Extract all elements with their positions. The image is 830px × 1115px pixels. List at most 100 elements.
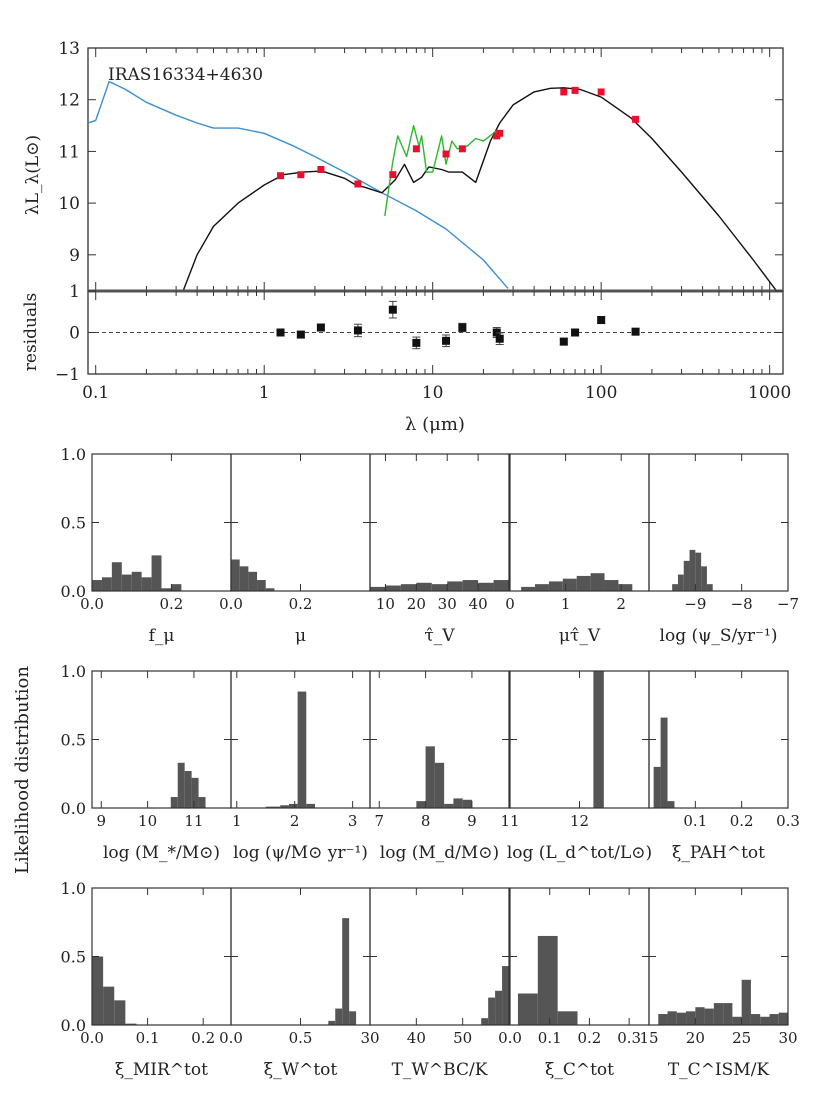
likelihood-bar — [431, 584, 448, 591]
hist-xtick-label: 11 — [500, 812, 519, 830]
sed-ytick-label: 13 — [58, 39, 80, 59]
sed-line-model-SED — [182, 87, 778, 291]
sed-yticks: 9 10 11 12 13 — [58, 39, 783, 266]
likelihood-bar — [161, 588, 172, 591]
residual-point — [412, 338, 421, 347]
photometry-point — [632, 115, 640, 123]
hist-xtick-label: 0.2 — [730, 812, 754, 830]
likelihood-bar — [151, 555, 162, 591]
hist-xtick-label: −9 — [684, 595, 706, 613]
likelihood-bar — [92, 580, 102, 591]
res-ytick-label: −1 — [55, 365, 80, 385]
hist-xtick-label: 50 — [453, 1029, 472, 1047]
likelihood-bar — [385, 585, 401, 591]
histogram-panel: 0.0 0.5 ξ_W^tot — [219, 887, 371, 1080]
residual-ylabel: residuals — [21, 293, 41, 371]
hist-xtick-label: 2 — [616, 595, 626, 613]
parameter-label: log (M_d/M⊙) — [380, 843, 499, 863]
likelihood-bar — [453, 798, 463, 808]
hist-xtick-label: 0.2 — [577, 1029, 601, 1047]
likelihood-bar — [478, 582, 494, 591]
likelihood-bar — [667, 1011, 677, 1025]
likelihood-bar — [342, 918, 350, 1025]
histogram-panel: 11 12 log (L_d^tot/L⊙) — [500, 670, 652, 863]
sed-ytick-label: 12 — [58, 91, 80, 111]
parameter-label: τ̂_V — [424, 626, 455, 646]
sed-line-unattenuated-stellar-emission — [88, 80, 509, 289]
hist-ytick-label: 0.0 — [61, 1016, 86, 1035]
hist-xtick-label: 11 — [184, 812, 203, 830]
hist-xtick-label: 0.1 — [683, 812, 707, 830]
parameter-label: log (ψ/M⊙ yr⁻¹) — [233, 843, 368, 863]
likelihood-bar — [660, 717, 668, 808]
likelihood-bar — [778, 1012, 788, 1025]
parameter-label: T_C^ISM/K — [668, 1060, 770, 1080]
hist-xtick-label: 40 — [407, 1029, 426, 1047]
likelihood-bar — [248, 571, 258, 591]
parameter-label: μ — [295, 626, 306, 646]
hist-xtick-label: 0.2 — [191, 1029, 215, 1047]
likelihood-bar — [191, 777, 199, 808]
wavelength-tick-label: 1000 — [748, 383, 791, 403]
hist-xtick-label: 9 — [96, 812, 106, 830]
likelihood-bar — [114, 1000, 126, 1025]
likelihood-bar — [548, 581, 563, 591]
likelihood-bar — [400, 584, 417, 591]
residual-point — [276, 328, 285, 337]
parameter-label: ξ_PAH^tot — [672, 843, 765, 863]
photometry-point — [442, 150, 450, 158]
hist-xtick-label: 30 — [438, 595, 457, 613]
likelihood-bar — [557, 1011, 578, 1025]
hist-ytick-label: 1.0 — [61, 879, 86, 898]
likelihood-bar — [425, 746, 435, 808]
likelihood-bar — [689, 549, 696, 591]
hist-xtick-label: 0.2 — [289, 595, 313, 613]
hist-ytick-label: 0.5 — [61, 948, 86, 967]
likelihood-bar — [695, 1007, 705, 1025]
likelihood-bar — [517, 993, 538, 1025]
parameter-label: T_W^BC/K — [392, 1060, 488, 1080]
likelihood-bar — [495, 990, 503, 1025]
likelihood-bar — [723, 1003, 733, 1025]
sed-lines — [88, 80, 778, 291]
photometry-point — [354, 180, 362, 188]
histogram-panel: 15 20 25 30 T_C^ISM/K — [639, 887, 798, 1080]
residual-point — [442, 336, 451, 345]
likelihood-bar — [198, 797, 206, 808]
hist-xtick-label: 0.1 — [136, 1029, 160, 1047]
likelihood-bar — [444, 803, 454, 808]
hist-xtick-label: 20 — [407, 595, 426, 613]
photometry-point — [496, 129, 504, 137]
residual-point — [316, 323, 325, 332]
wavelength-tick-label: 0.1 — [82, 383, 109, 403]
likelihood-bar — [111, 562, 122, 591]
residual-xticks: 0.1 1 10 100 1000 — [82, 291, 791, 403]
sed-ytick-label: 9 — [69, 246, 80, 266]
likelihood-bar — [732, 1016, 742, 1025]
likelihood-bar — [481, 1018, 489, 1025]
likelihood-bar — [101, 577, 112, 591]
hist-xtick-label: 10 — [376, 595, 395, 613]
hist-xtick-label: −8 — [731, 595, 753, 613]
likelihood-bar — [239, 566, 249, 591]
likelihood-bar — [328, 1020, 336, 1025]
sed-ytick-label: 10 — [58, 194, 80, 214]
parameter-label: ξ_MIR^tot — [115, 1060, 208, 1080]
photometry-point — [597, 88, 605, 96]
likelihood-bar — [416, 801, 426, 808]
histogram-panel: 1 2 3 log (ψ/M⊙ yr⁻¹) — [230, 670, 371, 863]
hist-xtick-label: 0.1 — [538, 1029, 562, 1047]
likelihood-bar — [704, 1008, 714, 1025]
likelihood-bar — [741, 979, 751, 1025]
res-ytick-label: 0 — [69, 324, 80, 344]
hist-xtick-label: 1 — [561, 595, 571, 613]
hist-xtick-label: 7 — [374, 812, 384, 830]
residual-point — [388, 305, 397, 314]
histogram-panel: −9 −8 −7 log (ψ_S/yr⁻¹) — [648, 453, 799, 646]
photometry-point — [317, 166, 325, 173]
likelihood-bar — [297, 691, 307, 808]
likelihood-bar — [121, 574, 132, 591]
likelihood-bar — [265, 588, 275, 591]
